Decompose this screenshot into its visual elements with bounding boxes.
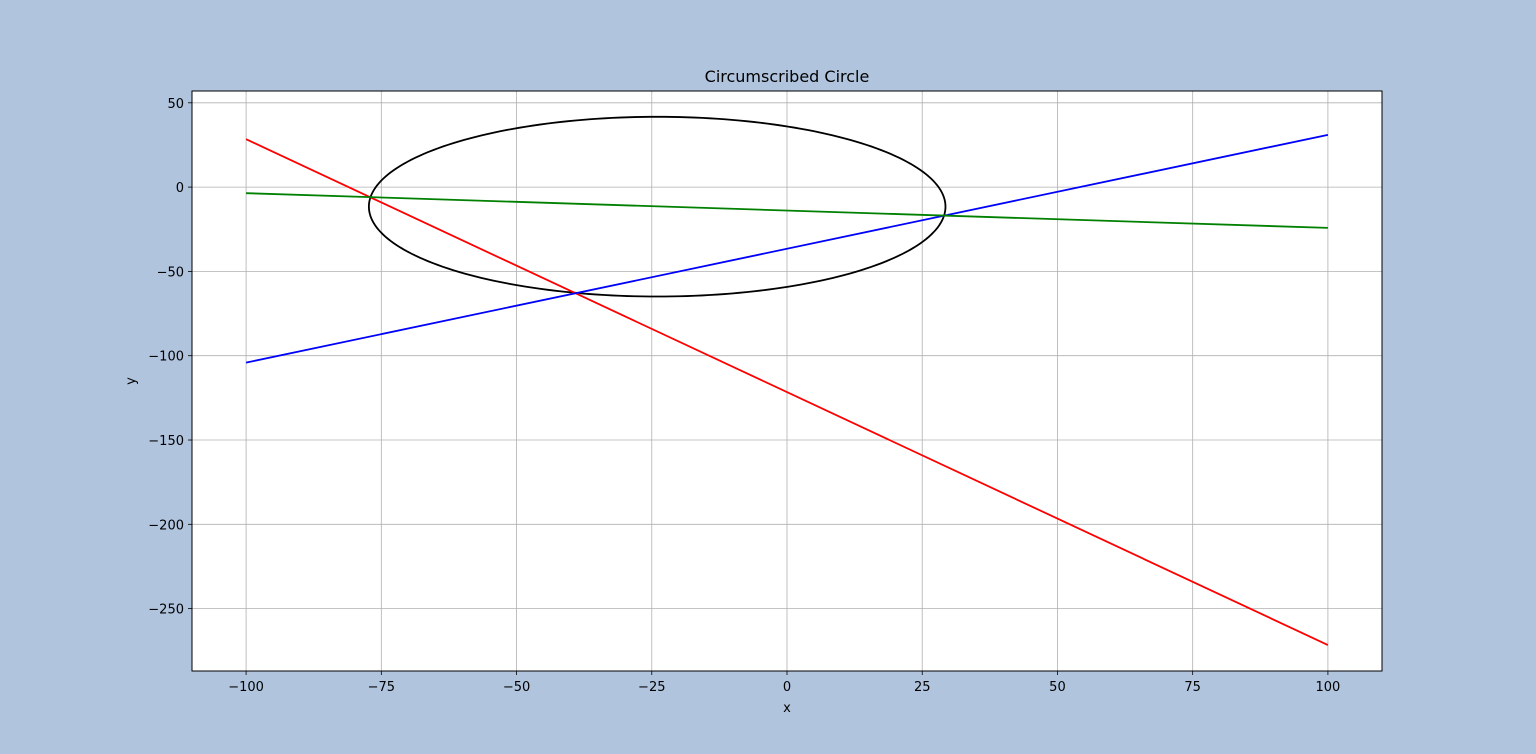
y-tick-label: −200 (148, 518, 184, 533)
y-tick-label: −50 (157, 265, 184, 280)
series-line-3 (246, 192, 1328, 229)
x-tick-label: 100 (1315, 680, 1340, 695)
circumscribed-circle (367, 115, 947, 298)
x-tick-label: 75 (1184, 680, 1201, 695)
y-tick-label: −150 (148, 434, 184, 449)
y-tick-label: 0 (176, 181, 184, 196)
y-tick-label: 50 (167, 97, 184, 112)
y-axis-label: y (124, 377, 139, 385)
chart-title: Circumscribed Circle (705, 67, 870, 86)
y-tick-label: −100 (148, 350, 184, 365)
x-axis-label: x (783, 701, 791, 716)
x-tick-label: −75 (368, 680, 395, 695)
x-tick-label: 50 (1049, 680, 1066, 695)
y-axis-ticks: 50 0 −50 −100 −150 −200 −250 (148, 97, 192, 618)
data-marks (245, 115, 1329, 646)
x-tick-label: −100 (228, 680, 264, 695)
series-line-2 (245, 133, 1329, 364)
x-tick-label: 25 (914, 680, 931, 695)
x-tick-label: −25 (638, 680, 665, 695)
x-tick-label: −50 (503, 680, 530, 695)
x-axis-ticks: −100 −75 −50 −25 0 25 50 75 100 (228, 671, 1340, 695)
x-tick-label: 0 (783, 680, 791, 695)
series-line-1 (245, 138, 1329, 646)
grid-lines (192, 91, 1382, 671)
y-tick-label: −250 (148, 603, 184, 618)
